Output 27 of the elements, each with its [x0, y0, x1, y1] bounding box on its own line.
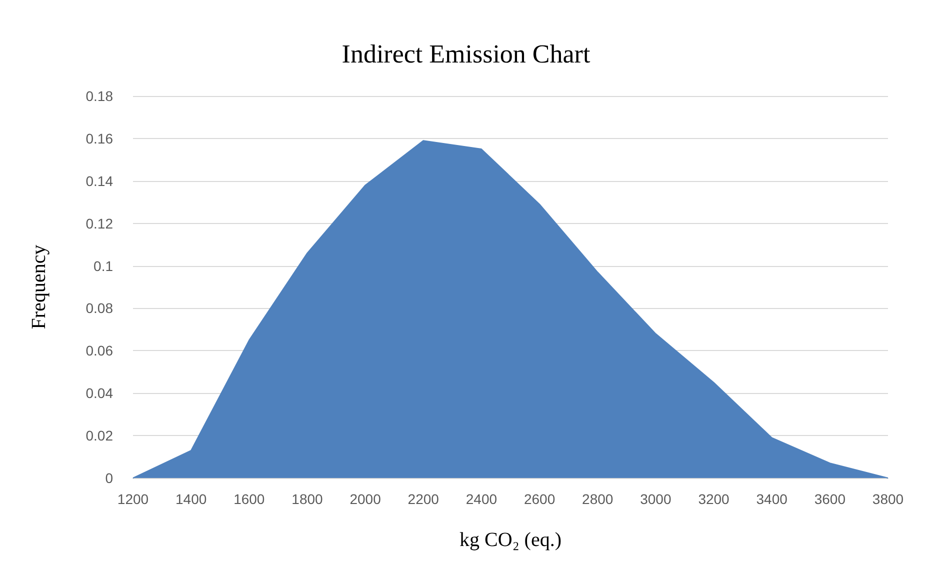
y-tick-label: 0.14: [86, 172, 114, 189]
y-tick-label: 0: [105, 470, 114, 486]
y-tick-label: 0.06: [86, 342, 114, 359]
x-tick-label: 3600: [814, 491, 846, 507]
y-tick-label: 0.04: [86, 385, 114, 402]
x-tick-label: 3000: [640, 491, 672, 507]
y-tick-label: 0.16: [86, 130, 114, 146]
x-tick-label: 1400: [176, 491, 207, 507]
x-tick-label: 1200: [117, 491, 149, 507]
x-tick-label: 3200: [698, 491, 730, 507]
chart-title: Indirect Emission Chart: [342, 40, 591, 68]
x-tick-label: 2400: [466, 491, 498, 507]
x-tick-label: 3800: [872, 491, 904, 507]
x-tick-label: 2200: [408, 491, 440, 507]
x-tick-label: 1600: [234, 491, 265, 507]
x-tick-label: 2800: [582, 491, 614, 507]
y-axis-title: Frequency: [28, 244, 50, 330]
x-tick-label: 3400: [756, 491, 788, 507]
y-tick-label: 0.02: [86, 428, 114, 444]
x-tick-label: 2000: [350, 491, 382, 507]
y-tick-label: 0.1: [94, 258, 114, 274]
x-tick-label: 2600: [524, 491, 556, 507]
y-tick-label: 0.18: [86, 88, 114, 104]
y-tick-label: 0.12: [86, 215, 114, 232]
y-tick-label: 0.08: [86, 300, 114, 316]
x-tick-label: 1800: [292, 491, 324, 507]
x-axis-title: kg CO₂ (eq.): [460, 529, 562, 551]
